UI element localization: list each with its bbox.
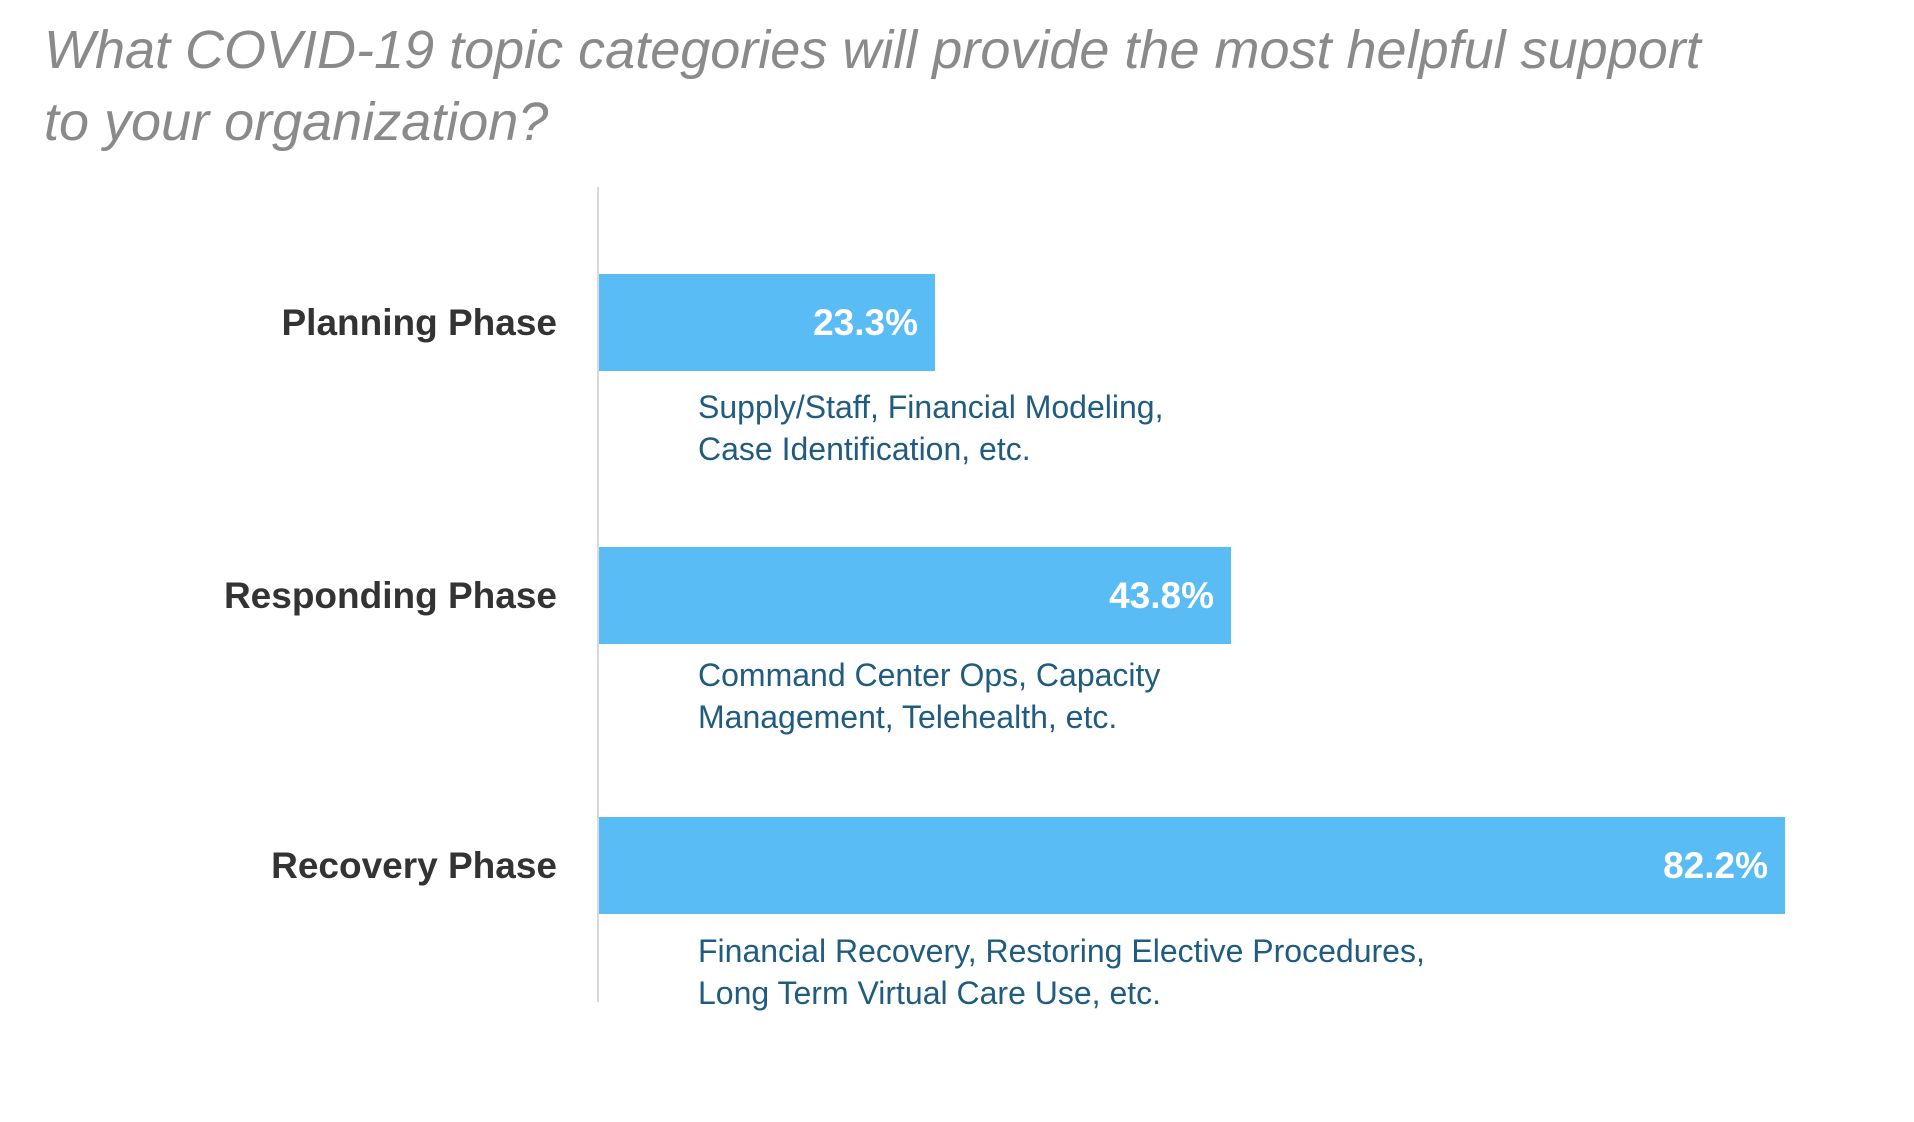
bar-value-label-recovery-phase: 82.2%: [1663, 844, 1768, 886]
bar-planning-phase: 23.3%: [599, 274, 935, 371]
bar-responding-phase: 43.8%: [599, 547, 1231, 644]
bar-annotation-planning-phase: Supply/Staff, Financial Modeling, Case I…: [698, 389, 1164, 467]
category-label-responding-phase: Responding Phase: [223, 574, 557, 616]
bar-annotation-responding-phase: Command Center Ops, Capacity Management,…: [698, 657, 1161, 735]
bar-value-label-responding-phase: 43.8%: [1109, 574, 1214, 616]
category-label-planning-phase: Planning Phase: [281, 301, 557, 343]
category-label-recovery-phase: Recovery Phase: [271, 844, 557, 886]
y-axis-line: [597, 187, 599, 1002]
chart-title: What COVID-19 topic categories will prov…: [44, 20, 1701, 152]
bar-annotation-recovery-phase: Financial Recovery, Restoring Elective P…: [698, 933, 1425, 1011]
bar-value-label-planning-phase: 23.3%: [813, 301, 918, 343]
bar-recovery-phase: 82.2%: [599, 817, 1785, 914]
